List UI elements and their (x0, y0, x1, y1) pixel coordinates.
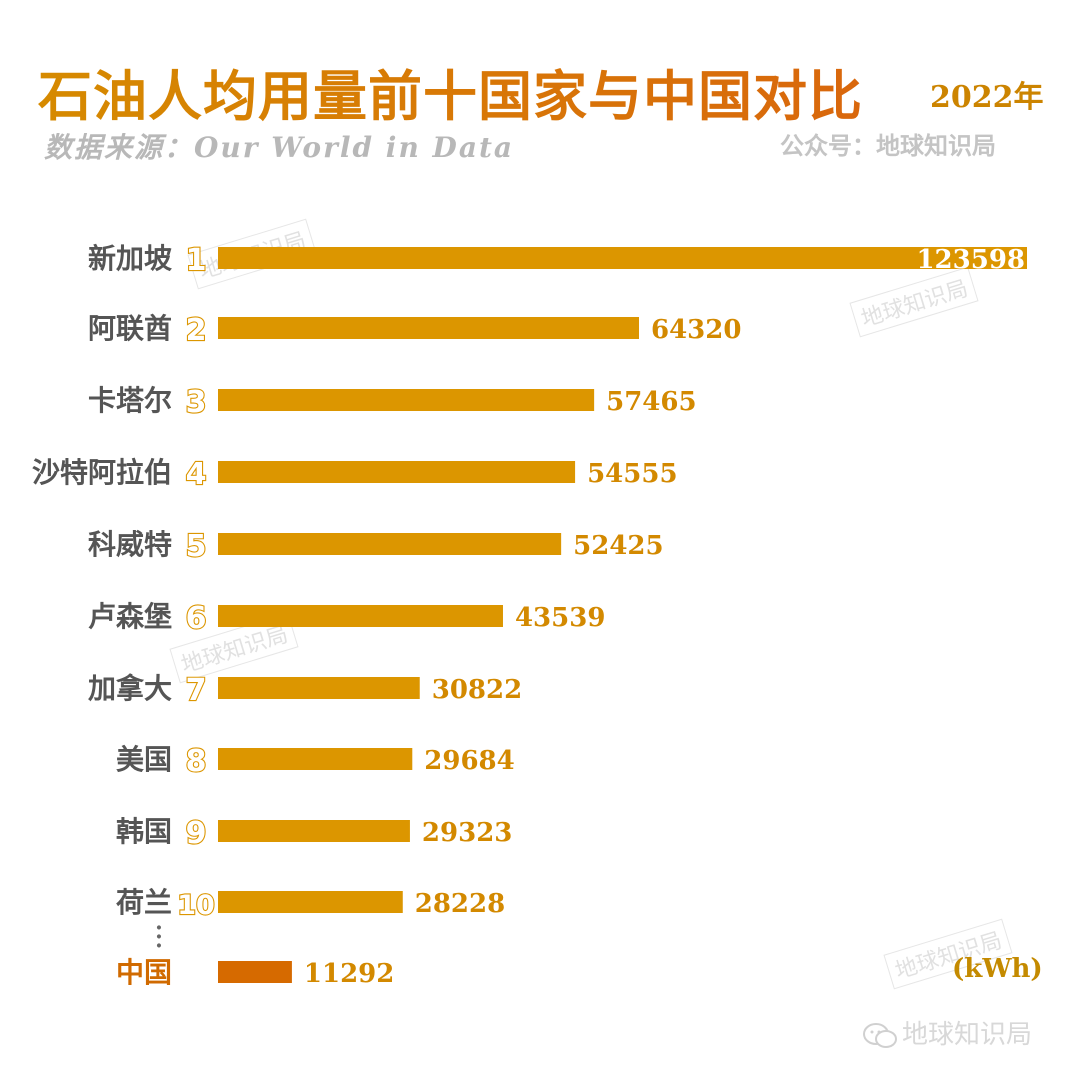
value-label: 28228 (415, 889, 505, 919)
bar (218, 891, 403, 913)
category-label: 卢森堡 (88, 600, 172, 633)
ellipsis-icon: · · · (155, 915, 163, 959)
rank-badge: 2 (186, 313, 207, 348)
rank-badge: 10 (177, 890, 215, 921)
footer-mark-text: 地球知识局 (902, 1020, 1033, 1050)
value-label: 29323 (422, 818, 512, 848)
data-source: 数据来源：Our World in Data (44, 131, 515, 164)
unit-label: (kWh) (952, 954, 1043, 984)
rank-badge: 1 (186, 243, 207, 278)
bar (218, 820, 410, 842)
category-label: 加拿大 (88, 672, 172, 705)
rank-badge: 5 (186, 529, 207, 564)
bar (218, 961, 292, 983)
value-label: 57465 (606, 387, 696, 417)
category-label: 中国 (116, 956, 172, 989)
category-label: 沙特阿拉伯 (32, 456, 172, 489)
value-label: 11292 (304, 959, 394, 989)
wechat-icon (863, 1022, 897, 1048)
bar (218, 605, 503, 627)
rank-badge: 7 (186, 673, 207, 708)
value-label: 123598 (916, 245, 1025, 275)
bar (218, 317, 640, 339)
category-label: 荷兰 (116, 886, 172, 919)
value-label: 30822 (432, 675, 522, 705)
value-label: 64320 (651, 315, 741, 345)
value-label: 52425 (573, 531, 663, 561)
rank-badge: 9 (186, 816, 207, 851)
value-label: 43539 (515, 603, 605, 633)
footer-mark: 地球知识局 (862, 1014, 1032, 1051)
value-label: 29684 (424, 746, 514, 776)
category-label: 卡塔尔 (88, 384, 172, 417)
rank-badge: 6 (186, 601, 207, 636)
category-label: 新加坡 (88, 242, 172, 275)
rank-badge: 4 (186, 457, 207, 492)
chart-title: 石油人均用量前十国家与中国对比 (38, 52, 863, 131)
bar (218, 247, 1027, 269)
rank-badge: 8 (186, 744, 207, 779)
value-label: 54555 (587, 459, 677, 489)
bar (218, 748, 413, 770)
bar (218, 461, 576, 483)
category-label: 韩国 (116, 815, 172, 848)
category-label: 美国 (116, 743, 172, 776)
chart-year: 2022年 (930, 80, 1044, 115)
bar (218, 533, 562, 555)
rank-badge: 3 (186, 385, 207, 420)
bar (218, 389, 595, 411)
category-label: 阿联酋 (88, 312, 172, 345)
category-label: 科威特 (88, 528, 172, 561)
bar (218, 677, 420, 699)
account-name: 公众号：地球知识局 (780, 131, 996, 160)
